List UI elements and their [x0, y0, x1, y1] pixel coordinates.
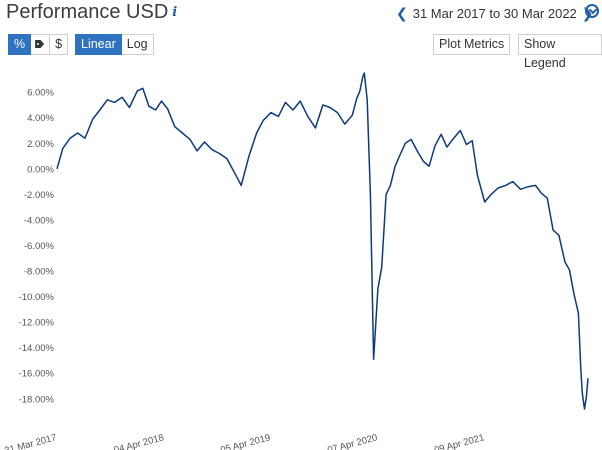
y-tick-label: -12.00% [19, 318, 55, 329]
y-tick-label: -10.00% [19, 292, 55, 303]
date-range-text[interactable]: 31 Mar 2017 to 30 Mar 2022 [412, 6, 577, 21]
y-tick-label: 0.00% [27, 164, 54, 175]
title-text: Performance USD [6, 1, 169, 23]
unit-toggle-group: % $ [8, 34, 69, 55]
tag-icon [35, 40, 45, 48]
y-tick-label: -14.00% [19, 343, 55, 354]
y-tick-label: 6.00% [27, 88, 54, 99]
x-tick-label: 04 Apr 2018 [113, 432, 165, 450]
y-tick-label: -18.00% [19, 394, 55, 405]
log-button[interactable]: Log [121, 34, 154, 55]
linear-button[interactable]: Linear [75, 34, 122, 55]
percent-button[interactable]: % [8, 34, 32, 55]
x-axis: 31 Mar 2017 04 Apr 2018 05 Apr 2019 07 Apr … [3, 432, 485, 450]
dollar-button[interactable]: $ [50, 34, 69, 55]
page-title: Performance USD i [6, 1, 177, 24]
x-tick-label: 09 Apr 2021 [433, 432, 485, 450]
x-tick-label: 05 Apr 2019 [219, 432, 271, 450]
series-line [56, 72, 589, 410]
show-legend-group: Show Legend [518, 34, 602, 70]
show-legend-button[interactable]: Show Legend [518, 34, 602, 70]
tag-button[interactable] [31, 34, 51, 55]
chevron-left-icon[interactable]: ❮ [396, 5, 408, 21]
y-tick-label: -2.00% [24, 190, 55, 201]
x-tick-label: 31 Mar 2017 [3, 432, 57, 450]
y-tick-label: -16.00% [19, 369, 55, 380]
y-tick-label: 2.00% [27, 139, 54, 150]
plot-metrics-group: Plot Metrics [433, 34, 511, 55]
y-tick-label: -6.00% [24, 241, 55, 252]
plot-metrics-button[interactable]: Plot Metrics [433, 34, 511, 55]
y-tick-label: 4.00% [27, 113, 54, 124]
y-tick-label: -4.00% [24, 215, 55, 226]
scale-toggle-group: Linear Log [75, 34, 154, 55]
x-tick-label: 07 Apr 2020 [326, 432, 378, 450]
info-icon[interactable]: i [172, 5, 178, 20]
y-tick-label: -8.00% [24, 267, 55, 278]
download-icon[interactable] [585, 4, 599, 18]
y-axis: 6.00% 4.00% 2.00% 0.00% -2.00% -4.00% -6.00% -8… [19, 88, 55, 406]
